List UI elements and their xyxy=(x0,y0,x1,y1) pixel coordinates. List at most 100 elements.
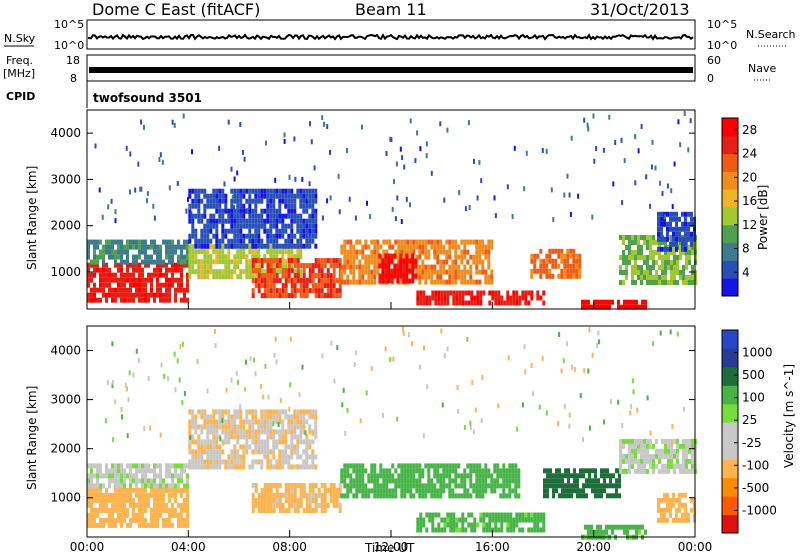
velocity-speckle xyxy=(426,384,429,390)
velocity-cell-4 xyxy=(466,473,470,479)
velocity-cell-2 xyxy=(218,449,222,455)
velocity-cell-1 xyxy=(111,478,114,484)
velocity-speckle xyxy=(341,402,344,408)
power-cell-3 xyxy=(203,213,207,219)
velocity-cell-0 xyxy=(96,522,99,528)
power-cell-3 xyxy=(230,203,234,209)
velocity-cell-2 xyxy=(206,414,210,420)
power-cell-4 xyxy=(326,288,330,294)
velocity-cell-1 xyxy=(90,473,93,479)
velocity-cell-4 xyxy=(490,483,494,489)
power-cell-5 xyxy=(424,269,428,275)
power-cell-0 xyxy=(99,297,102,303)
velocity-cell-0 xyxy=(171,492,174,498)
velocity-cell-2 xyxy=(236,459,240,465)
velocity-cell-1 xyxy=(174,463,177,469)
power-cell-1 xyxy=(168,259,171,265)
velocity-cell-2 xyxy=(227,434,231,440)
power-cell-1 xyxy=(177,239,180,245)
velocity-cell-4 xyxy=(433,463,437,469)
velocity-cell-8 xyxy=(676,448,679,454)
velocity-cell-2 xyxy=(266,419,270,425)
velocity-cell-4 xyxy=(496,473,500,479)
velocity-cell-6 xyxy=(576,493,579,499)
power-cell-4 xyxy=(284,283,288,289)
velocity-cell-9 xyxy=(681,517,684,523)
power-cell-3 xyxy=(254,203,258,209)
power-cell-3 xyxy=(236,238,240,244)
velocity-cell-2 xyxy=(203,439,207,445)
velocity-cell-0 xyxy=(183,502,186,508)
velocity-cell-0 xyxy=(186,512,189,518)
power-cell-8 xyxy=(542,258,546,264)
velocity-cell-0 xyxy=(93,512,96,518)
power-cell-3 xyxy=(254,213,258,219)
velocity-cell-0 xyxy=(120,502,123,508)
power-colorbar-segment xyxy=(722,189,738,208)
velocity-cell-2 xyxy=(245,439,249,445)
velocity-cell-2 xyxy=(284,434,288,440)
power-cell-8 xyxy=(569,273,573,279)
power-cell-3 xyxy=(227,218,231,224)
power-cell-7 xyxy=(452,295,456,301)
velocity-cell-0 xyxy=(129,522,132,528)
velocity-cell-4 xyxy=(475,478,479,484)
velocity-cell-4 xyxy=(373,478,377,484)
velocity-cell-4 xyxy=(496,483,500,489)
power-cell-2 xyxy=(236,274,240,280)
power-cell-9 xyxy=(605,304,608,310)
power-cell-5 xyxy=(466,239,470,245)
velocity-cell-8 xyxy=(619,448,622,454)
power-cell-0 xyxy=(93,297,96,303)
power-cell-3 xyxy=(224,233,228,239)
power-cell-9 xyxy=(623,304,626,310)
power-cell-2 xyxy=(299,254,303,260)
velocity-speckle xyxy=(524,369,527,375)
power-cell-5 xyxy=(361,264,365,270)
power-cell-2 xyxy=(227,254,231,260)
power-cell-3 xyxy=(314,208,318,214)
velocity-cell-6 xyxy=(618,483,621,489)
velocity-cell-5 xyxy=(440,527,444,533)
power-cell-8 xyxy=(566,263,570,269)
power-cell-8 xyxy=(554,248,558,254)
velocity-cell-4 xyxy=(409,473,413,479)
velocity-speckle xyxy=(312,430,315,436)
power-ylabel: Slant Range [km] xyxy=(25,166,39,270)
velocity-speckle xyxy=(402,326,404,332)
power-cell-11 xyxy=(657,221,660,227)
velocity-cell-0 xyxy=(150,492,153,498)
velocity-cell-2 xyxy=(251,464,255,470)
power-cell-1 xyxy=(111,254,114,260)
power-speckle xyxy=(190,217,193,223)
power-cell-5 xyxy=(376,249,380,255)
velocity-cell-8 xyxy=(673,438,676,444)
velocity-cell-6 xyxy=(564,488,567,494)
power-cell-4 xyxy=(269,278,273,284)
power-cell-10 xyxy=(682,250,685,255)
power-cell-5 xyxy=(487,239,491,245)
power-cell-3 xyxy=(239,218,243,224)
velocity-cell-8 xyxy=(625,458,628,464)
power-cell-4 xyxy=(323,293,327,299)
power-cell-5 xyxy=(364,269,368,275)
velocity-cell-1 xyxy=(162,478,165,484)
power-cell-4 xyxy=(287,293,291,299)
power-cell-3 xyxy=(266,243,270,249)
velocity-cell-4 xyxy=(514,473,518,479)
power-cell-1 xyxy=(159,244,162,250)
power-cell-0 xyxy=(111,287,114,293)
velocity-cell-6 xyxy=(561,483,564,489)
velocity-cell-5 xyxy=(467,512,471,518)
power-cell-4 xyxy=(332,288,336,294)
velocity-cell-4 xyxy=(439,483,443,489)
power-cell-3 xyxy=(248,203,252,209)
velocity-cell-2 xyxy=(188,409,192,415)
velocity-cell-0 xyxy=(126,512,129,518)
power-cell-0 xyxy=(174,287,177,293)
power-cell-5 xyxy=(460,254,464,260)
velocity-cell-1 xyxy=(93,473,96,479)
velocity-xtick-label: 12:00 xyxy=(374,540,409,554)
velocity-speckle xyxy=(127,397,130,403)
velocity-speckle xyxy=(683,406,686,412)
